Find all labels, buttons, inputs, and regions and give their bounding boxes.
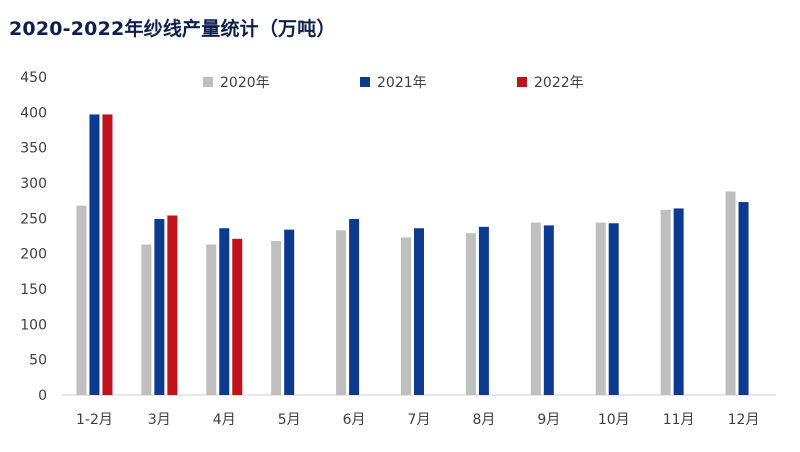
y-tick-label: 300: [20, 176, 47, 192]
bar-2021年-10月: [608, 223, 619, 395]
bar-2020年-11月: [660, 209, 671, 395]
x-tick-label: 6月: [343, 412, 366, 428]
bar-2022年-4月: [232, 238, 243, 395]
bar-2020年-9月: [530, 222, 541, 395]
bar-2020年-8月: [465, 233, 476, 395]
legend-swatch-2022年: [517, 77, 527, 87]
bar-2021年-7月: [414, 228, 424, 395]
bar-2021年-3月: [154, 219, 165, 395]
x-tick-label: 4月: [213, 412, 236, 428]
legend-swatch-2021年: [360, 77, 370, 87]
legend: 2020年 2021年 2022年: [203, 75, 584, 91]
bar-2020年-12月: [725, 191, 736, 395]
bar-2020年-4月: [206, 244, 217, 395]
bar-2021年-8月: [478, 226, 489, 395]
bar-2021年-11月: [673, 208, 684, 395]
bar-2020年-10月: [595, 222, 606, 395]
y-tick-label: 400: [20, 105, 47, 121]
x-axis: 1-2月 3月 4月 5月 6月 7月 8月 9月 10月 11月 12月: [76, 412, 759, 428]
bar-2020年-5月: [271, 240, 282, 395]
y-axis: 0 50 100 150 200 250 300 350 400 450: [20, 70, 47, 404]
x-tick-label: 7月: [408, 412, 431, 428]
y-tick-label: 100: [20, 317, 47, 333]
x-tick-label: 11月: [663, 412, 695, 428]
x-tick-label: 8月: [472, 412, 495, 428]
x-tick-label: 1-2月: [76, 412, 113, 428]
y-tick-label: 350: [20, 141, 47, 157]
bar-2021年-6月: [349, 219, 360, 395]
x-tick-label: 12月: [728, 412, 760, 428]
bar-2020年-7月: [401, 237, 411, 395]
legend-label: 2020年: [220, 75, 270, 91]
y-tick-label: 200: [20, 247, 47, 263]
x-tick-label: 9月: [537, 412, 560, 428]
legend-swatch-2020年: [203, 77, 213, 87]
bar-2021年-9月: [543, 225, 554, 395]
bar-2022年-1-2月: [102, 114, 113, 395]
bar-2021年-5月: [284, 229, 295, 395]
bar-2020年-1-2月: [76, 205, 87, 395]
y-tick-label: 450: [20, 70, 47, 86]
bar-2022年-3月: [167, 215, 178, 395]
bar-2020年-3月: [141, 244, 152, 395]
y-tick-label: 0: [38, 388, 47, 404]
y-tick-label: 50: [29, 353, 47, 369]
x-tick-label: 5月: [278, 412, 301, 428]
x-tick-label: 3月: [148, 412, 171, 428]
bar-2020年-6月: [336, 230, 347, 395]
bar-2021年-1-2月: [89, 114, 100, 395]
bar-2021年-4月: [219, 228, 230, 395]
y-tick-label: 250: [20, 211, 47, 227]
x-tick-label: 10月: [598, 412, 630, 428]
legend-label: 2021年: [377, 75, 427, 91]
legend-label: 2022年: [534, 75, 584, 91]
y-tick-label: 150: [20, 282, 47, 298]
bars: [76, 114, 749, 395]
chart-title: 2020-2022年纱线产量统计（万吨）: [9, 18, 336, 40]
bar-2021年-12月: [738, 202, 749, 395]
